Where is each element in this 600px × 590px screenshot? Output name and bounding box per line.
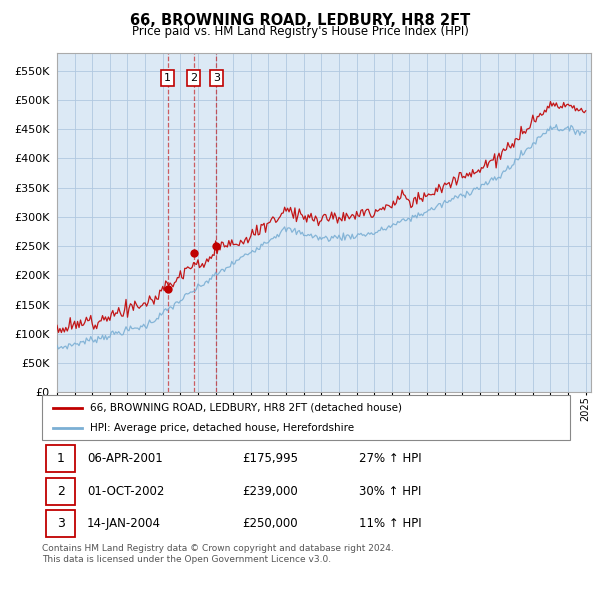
Text: 2: 2	[190, 73, 197, 83]
Text: 30% ↑ HPI: 30% ↑ HPI	[359, 484, 421, 498]
Text: 27% ↑ HPI: 27% ↑ HPI	[359, 452, 421, 466]
Text: 06-APR-2001: 06-APR-2001	[87, 452, 163, 466]
Text: Contains HM Land Registry data © Crown copyright and database right 2024.: Contains HM Land Registry data © Crown c…	[42, 544, 394, 553]
Text: £175,995: £175,995	[242, 452, 299, 466]
Text: 66, BROWNING ROAD, LEDBURY, HR8 2FT: 66, BROWNING ROAD, LEDBURY, HR8 2FT	[130, 13, 470, 28]
Text: This data is licensed under the Open Government Licence v3.0.: This data is licensed under the Open Gov…	[42, 555, 331, 563]
Bar	[46, 510, 75, 537]
Text: 3: 3	[213, 73, 220, 83]
Text: 66, BROWNING ROAD, LEDBURY, HR8 2FT (detached house): 66, BROWNING ROAD, LEDBURY, HR8 2FT (det…	[89, 403, 401, 412]
Text: 3: 3	[57, 517, 65, 530]
Text: HPI: Average price, detached house, Herefordshire: HPI: Average price, detached house, Here…	[89, 424, 353, 434]
Text: £239,000: £239,000	[242, 484, 298, 498]
Bar	[46, 445, 75, 473]
Text: 11% ↑ HPI: 11% ↑ HPI	[359, 517, 421, 530]
Text: 14-JAN-2004: 14-JAN-2004	[87, 517, 161, 530]
Text: 01-OCT-2002: 01-OCT-2002	[87, 484, 164, 498]
Bar	[46, 477, 75, 505]
Text: 1: 1	[57, 452, 65, 466]
Text: Price paid vs. HM Land Registry's House Price Index (HPI): Price paid vs. HM Land Registry's House …	[131, 25, 469, 38]
Text: 2: 2	[57, 484, 65, 498]
Text: 1: 1	[164, 73, 171, 83]
Text: £250,000: £250,000	[242, 517, 298, 530]
